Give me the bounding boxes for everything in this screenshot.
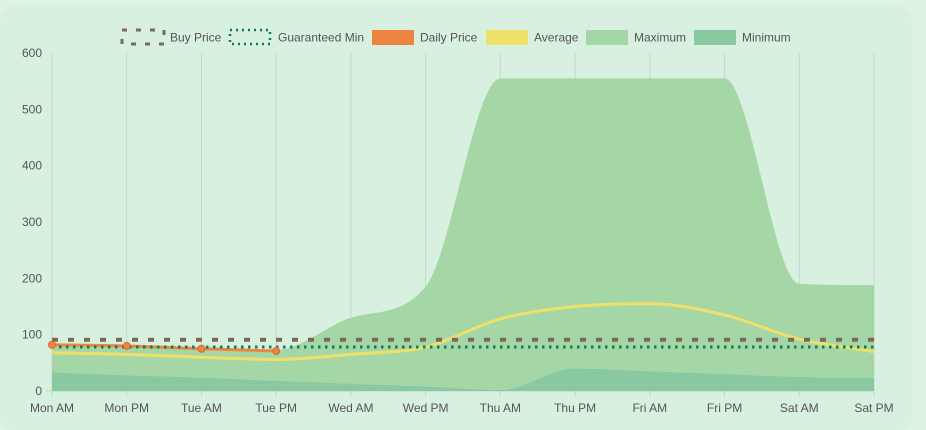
legend-label: Average bbox=[534, 31, 579, 45]
legend-label: Minimum bbox=[742, 31, 791, 45]
x-tick-label: Sat PM bbox=[854, 401, 893, 415]
chart-points bbox=[48, 340, 281, 356]
y-tick-label: 400 bbox=[22, 159, 42, 173]
x-tick-label: Fri AM bbox=[632, 401, 667, 415]
x-axis: Mon AM Mon PM Tue AM Tue PM Wed AM Wed PM Thu … bbox=[30, 401, 894, 415]
chart-lines bbox=[51, 302, 875, 361]
legend-item-minimum[interactable]: Minimum bbox=[694, 30, 791, 45]
legend-item-guaranteed-min[interactable]: Guaranteed Min bbox=[228, 28, 364, 46]
legend-label: Daily Price bbox=[420, 31, 478, 45]
series-average-line bbox=[51, 302, 875, 361]
x-tick-label: Mon PM bbox=[104, 401, 149, 415]
daily-price-point[interactable] bbox=[197, 344, 206, 353]
legend-label: Maximum bbox=[634, 31, 686, 45]
x-tick-label: Sat AM bbox=[780, 401, 819, 415]
legend-item-buy-price[interactable]: Buy Price bbox=[120, 28, 222, 46]
y-tick-label: 600 bbox=[22, 46, 42, 60]
legend-item-daily-price[interactable]: Daily Price bbox=[372, 30, 478, 45]
legend-swatch bbox=[694, 30, 736, 45]
series-minimum-area bbox=[52, 368, 874, 391]
chart-areas bbox=[52, 78, 874, 391]
x-tick-label: Wed AM bbox=[328, 401, 373, 415]
x-tick-label: Wed PM bbox=[403, 401, 449, 415]
x-tick-label: Thu AM bbox=[480, 401, 521, 415]
series-maximum-area bbox=[52, 78, 874, 390]
y-axis: 0 100 200 300 400 500 600 bbox=[22, 46, 42, 398]
legend-swatch bbox=[586, 30, 628, 45]
x-tick-label: Tue PM bbox=[255, 401, 297, 415]
y-tick-label: 300 bbox=[22, 215, 42, 229]
x-tick-label: Mon AM bbox=[30, 401, 74, 415]
y-tick-label: 100 bbox=[22, 328, 42, 342]
x-tick-label: Tue AM bbox=[181, 401, 222, 415]
y-tick-label: 200 bbox=[22, 271, 42, 285]
legend-swatch bbox=[228, 28, 272, 46]
legend-swatch bbox=[372, 30, 414, 45]
legend-label: Guaranteed Min bbox=[278, 31, 364, 45]
legend-item-maximum[interactable]: Maximum bbox=[586, 30, 686, 45]
daily-price-point[interactable] bbox=[48, 340, 56, 349]
x-tick-label: Thu PM bbox=[554, 401, 596, 415]
legend-item-average[interactable]: Average bbox=[486, 30, 579, 45]
legend-label: Buy Price bbox=[170, 31, 222, 45]
daily-price-point[interactable] bbox=[272, 347, 281, 356]
legend-swatch bbox=[486, 30, 528, 45]
chart-legend[interactable]: Buy Price Guaranteed Min Daily Price Averag… bbox=[120, 28, 791, 46]
y-tick-label: 0 bbox=[35, 384, 42, 398]
y-tick-label: 500 bbox=[22, 102, 42, 116]
x-tick-label: Fri PM bbox=[707, 401, 742, 415]
legend-swatch bbox=[120, 28, 166, 46]
daily-price-point[interactable] bbox=[122, 341, 131, 350]
